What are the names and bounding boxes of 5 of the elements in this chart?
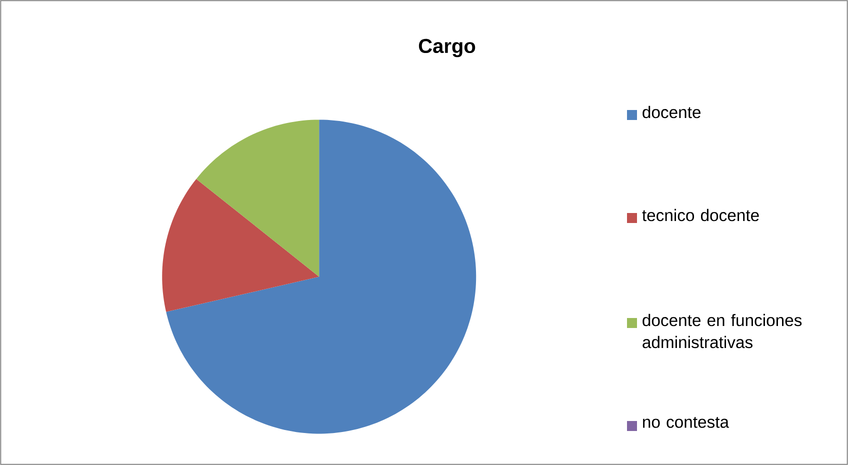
legend-label: no contesta xyxy=(643,416,730,428)
legend-label: docente xyxy=(642,106,701,118)
legend-label: tecnico docente xyxy=(642,208,759,222)
chart-title: Cargo xyxy=(418,38,476,58)
legend-label: docente en funciones administrativas xyxy=(642,314,802,348)
